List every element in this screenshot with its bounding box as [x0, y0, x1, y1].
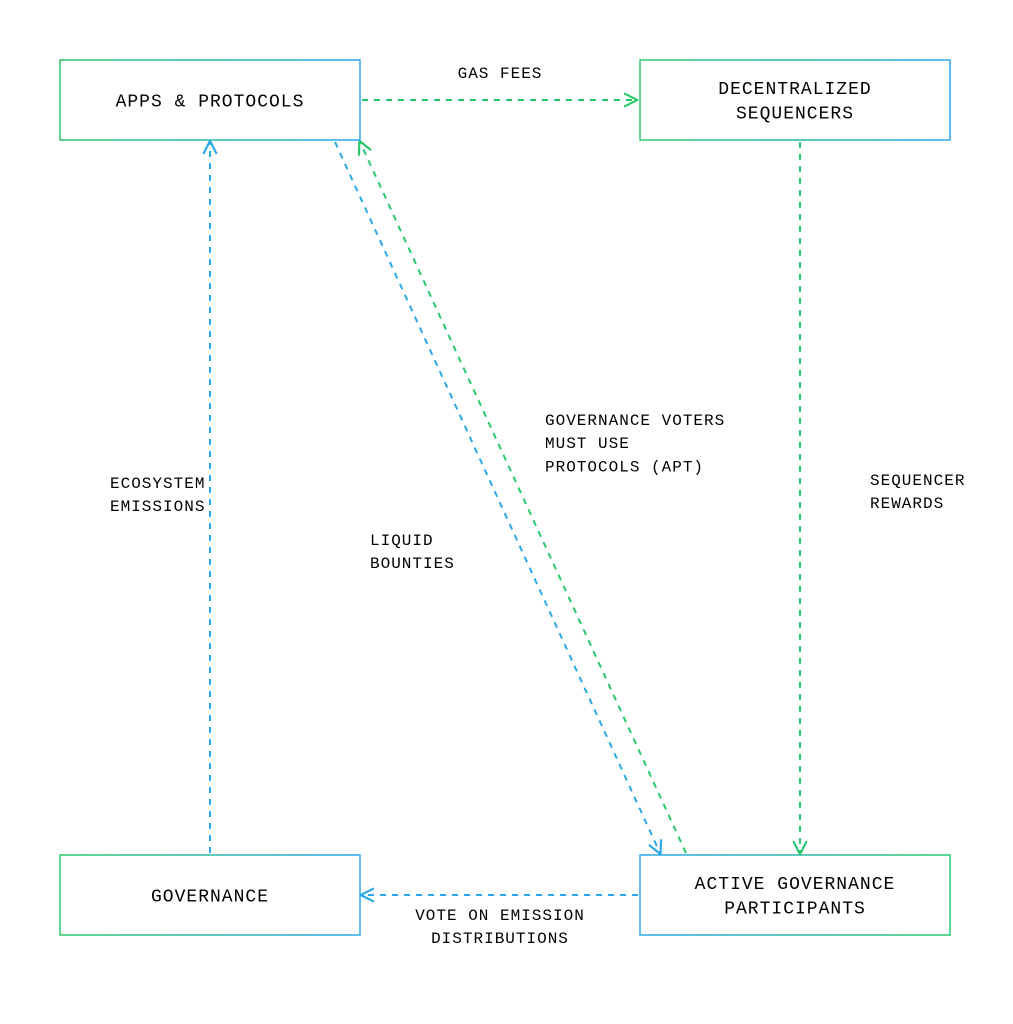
edge-label-sequencer-rewards: SEQUENCERREWARDS	[870, 472, 965, 513]
edge-governance-voters	[360, 142, 686, 853]
edge-label-ecosystem-emissions: ECOSYSTEMEMISSIONS	[110, 475, 205, 516]
node-label: APPS & PROTOCOLS	[116, 92, 305, 112]
node-sequencers: DECENTRALIZEDSEQUENCERS	[640, 60, 950, 140]
edge-label-liquid-bounties: LIQUIDBOUNTIES	[370, 532, 455, 573]
node-label: GOVERNANCE	[151, 887, 269, 907]
node-governance: GOVERNANCE	[60, 855, 360, 935]
edge-label-gas-fees: GAS FEES	[458, 65, 543, 83]
node-participants: ACTIVE GOVERNANCEPARTICIPANTS	[640, 855, 950, 935]
edge-liquid-bounties	[335, 142, 660, 853]
node-apps: APPS & PROTOCOLS	[60, 60, 360, 140]
edge-label-vote-emissions: VOTE ON EMISSIONDISTRIBUTIONS	[415, 907, 585, 948]
edge-label-governance-voters: GOVERNANCE VOTERSMUST USEPROTOCOLS (APT)	[545, 412, 725, 476]
